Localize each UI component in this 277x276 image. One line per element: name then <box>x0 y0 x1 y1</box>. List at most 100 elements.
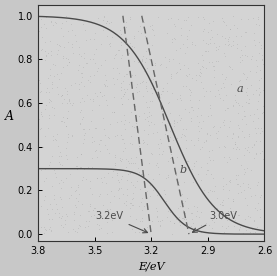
Point <box>250 54 254 59</box>
Point <box>60 21 64 25</box>
Point <box>124 156 129 161</box>
Point <box>178 67 182 71</box>
Point <box>230 131 235 135</box>
Point <box>222 230 227 235</box>
Point <box>256 17 261 21</box>
Point <box>195 205 199 209</box>
Point <box>220 224 224 228</box>
Point <box>94 126 98 130</box>
Point <box>174 173 179 178</box>
Point <box>189 23 194 27</box>
Point <box>201 93 206 98</box>
Point <box>43 226 47 231</box>
Point <box>206 168 210 172</box>
Point <box>39 168 43 173</box>
Point <box>93 20 97 25</box>
Point <box>67 166 71 171</box>
Point <box>252 142 256 146</box>
Point <box>130 195 135 200</box>
Point <box>52 168 57 172</box>
Point <box>56 92 60 96</box>
Point <box>246 145 250 149</box>
Point <box>238 225 243 229</box>
Point <box>224 225 228 230</box>
Point <box>42 179 47 184</box>
Point <box>169 15 173 20</box>
Point <box>63 222 68 226</box>
Point <box>230 209 235 213</box>
Point <box>245 54 249 59</box>
Point <box>133 73 137 77</box>
Point <box>140 172 144 176</box>
Point <box>227 156 232 161</box>
Point <box>198 186 202 191</box>
Point <box>61 53 65 58</box>
Point <box>48 73 52 77</box>
Point <box>196 136 200 140</box>
Point <box>229 44 233 49</box>
Point <box>170 91 174 95</box>
Point <box>40 113 44 118</box>
Point <box>229 82 233 86</box>
Point <box>93 47 98 52</box>
Point <box>237 227 242 231</box>
Point <box>194 159 198 163</box>
Point <box>211 41 216 46</box>
Point <box>212 63 216 68</box>
Point <box>222 85 227 89</box>
Point <box>95 94 100 99</box>
Point <box>210 231 214 235</box>
Point <box>77 45 81 49</box>
Point <box>150 62 155 67</box>
Point <box>242 172 246 176</box>
Point <box>259 58 264 62</box>
Point <box>87 80 92 85</box>
Point <box>221 81 225 85</box>
Point <box>124 72 128 76</box>
Point <box>126 159 131 163</box>
Point <box>181 84 185 89</box>
Point <box>199 223 204 228</box>
Point <box>121 137 125 142</box>
Point <box>248 185 252 190</box>
Point <box>211 19 215 23</box>
Point <box>214 45 218 49</box>
Point <box>205 168 209 172</box>
Point <box>111 169 115 174</box>
Point <box>163 192 167 196</box>
Point <box>77 222 81 227</box>
Point <box>144 115 149 120</box>
Point <box>127 51 131 55</box>
Point <box>186 87 191 91</box>
Point <box>208 36 212 41</box>
Point <box>172 221 176 225</box>
Point <box>59 178 63 182</box>
Point <box>231 199 235 204</box>
Point <box>202 17 207 21</box>
Point <box>225 39 230 43</box>
Point <box>159 140 163 145</box>
Point <box>227 64 231 68</box>
Point <box>64 211 68 216</box>
Point <box>165 101 170 105</box>
Point <box>200 53 205 57</box>
Point <box>106 208 110 212</box>
Point <box>190 211 194 216</box>
Point <box>61 45 66 49</box>
Point <box>59 223 63 227</box>
Point <box>158 63 162 67</box>
Point <box>104 18 109 23</box>
Point <box>46 211 51 216</box>
Point <box>144 80 148 85</box>
Point <box>129 44 134 48</box>
Point <box>128 180 133 184</box>
Point <box>233 142 237 147</box>
Point <box>92 72 96 77</box>
Point <box>155 130 159 134</box>
Point <box>250 119 255 123</box>
Point <box>48 201 53 206</box>
Point <box>51 62 55 66</box>
Point <box>106 151 111 155</box>
Point <box>236 111 241 115</box>
Point <box>208 89 213 93</box>
